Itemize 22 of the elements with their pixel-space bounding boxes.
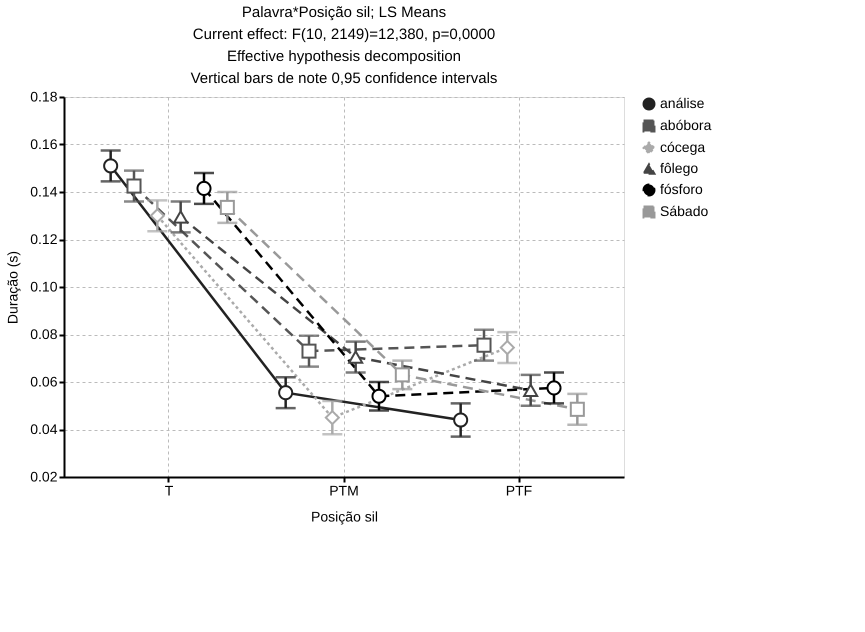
y-tick-label: 0.12 (30, 231, 58, 247)
y-tick-label: 0.16 (30, 136, 58, 152)
chart-subtitle: Current effect: F(10, 2149)=12,380, p=0,0000 Effective hypothesis decomposition Vertical bars de note 0,95 confidence intervals (190, 26, 498, 87)
legend-label: análise (660, 95, 705, 111)
y-tick-label: 0.18 (30, 88, 58, 104)
y-tick-label: 0.14 (30, 184, 58, 200)
y-tick-label: 0.06 (30, 374, 58, 390)
y-tick-label: 0.04 (30, 421, 58, 437)
x-tick-label: T (164, 482, 174, 498)
y-axis-title: Duração (s) (4, 250, 20, 324)
y-tick-label: 0.02 (30, 468, 58, 484)
x-tick-label: PTF (506, 482, 532, 498)
chart-title: Palavra*Posição sil; LS Means (242, 4, 446, 21)
y-tick-label: 0.10 (30, 278, 58, 294)
legend-label: Sábado (660, 203, 708, 219)
x-tick-label: PTM (329, 482, 359, 498)
legend-label: fósforo (660, 181, 704, 197)
x-axis-title: Posição sil (311, 508, 378, 524)
legend-label: cócega (660, 139, 706, 155)
legend-label: fôlego (660, 160, 698, 176)
y-tick-label: 0.08 (30, 326, 58, 342)
legend-label: abóbora (660, 117, 712, 133)
